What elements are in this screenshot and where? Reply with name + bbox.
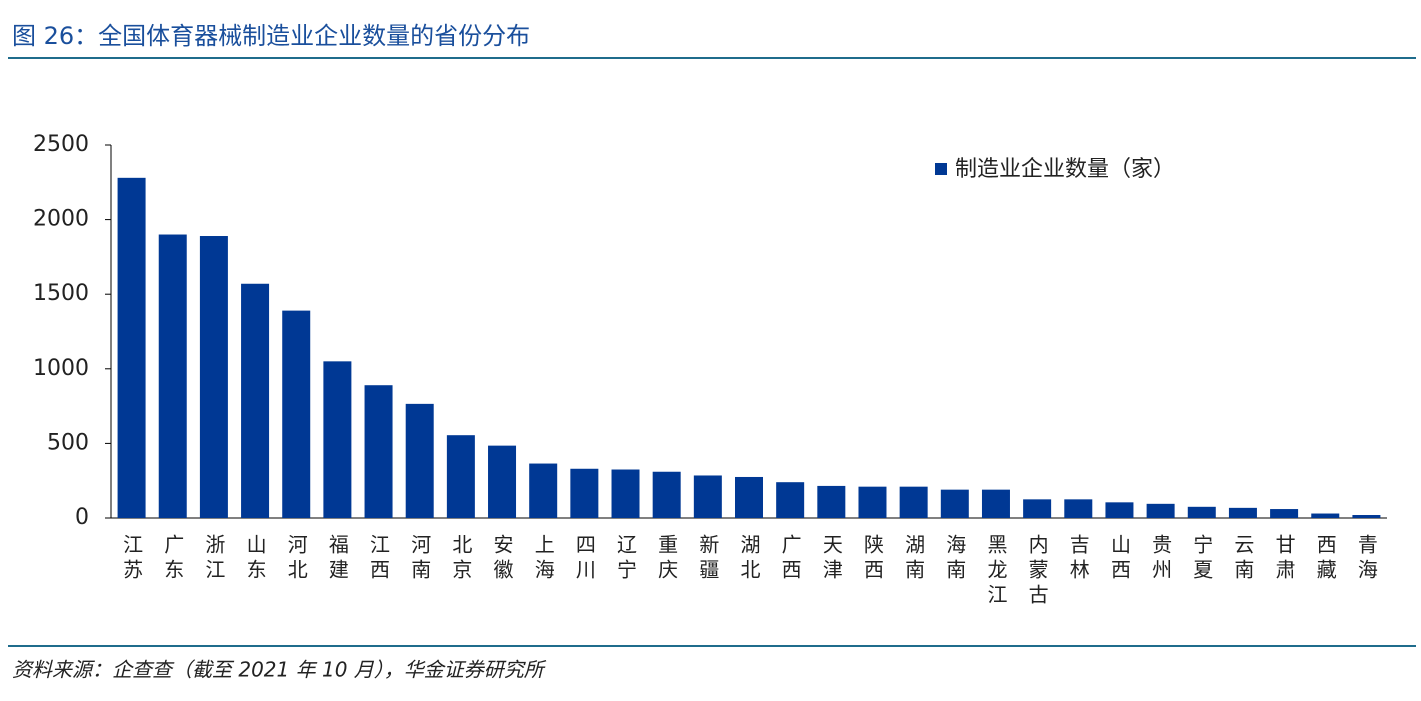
source: 资料来源：企查查（截至 2021 年 10 月），华金证券研究所: [12, 658, 547, 682]
x-tick-label: 河南: [408, 534, 432, 584]
bar: [693, 475, 722, 518]
y-tick-label: 2500: [33, 132, 89, 157]
bar: [199, 236, 228, 518]
x-tick-label: 重庆: [655, 534, 679, 584]
bar: [1352, 515, 1381, 518]
x-tick-label: 山西: [1107, 534, 1131, 584]
bar: [282, 310, 311, 518]
bar: [817, 485, 846, 518]
y-tick-label: 0: [75, 505, 89, 530]
x-tick-label: 辽宁: [614, 534, 638, 584]
bar: [446, 435, 475, 518]
x-tick-label: 浙江: [202, 534, 226, 584]
bar: [858, 486, 887, 518]
bar: [981, 489, 1010, 518]
x-tick-label: 甘肃: [1272, 534, 1296, 584]
x-tick-label: 云南: [1231, 534, 1255, 584]
legend-swatch: [935, 163, 947, 175]
bar: [529, 463, 558, 518]
x-tick-label: 上海: [531, 534, 555, 584]
x-tick-label: 广西: [778, 534, 802, 584]
bar: [570, 468, 599, 518]
chart-title: 图 26：全国体育器械制造业企业数量的省份分布: [12, 22, 530, 50]
x-tick-label: 福建: [325, 534, 349, 584]
x-tick-label: 河北: [284, 534, 308, 584]
bar: [1228, 507, 1257, 518]
bar: [117, 177, 146, 518]
bar: [899, 486, 928, 518]
x-tick-label: 西藏: [1313, 534, 1337, 584]
bar: [1064, 499, 1093, 518]
x-tick-label: 青海: [1354, 534, 1378, 584]
bar: [611, 469, 640, 518]
bar: [158, 234, 187, 518]
x-tick-label: 新疆: [696, 534, 720, 584]
x-tick-label: 天津: [819, 534, 843, 584]
x-tick-label: 山东: [243, 534, 267, 584]
bar: [1105, 502, 1134, 518]
bar: [940, 489, 969, 518]
x-tick-label: 江苏: [120, 534, 144, 584]
x-tick-label: 安徽: [490, 534, 514, 584]
x-tick-label: 海南: [943, 534, 967, 584]
x-tick-label: 内蒙古: [1025, 534, 1049, 609]
y-tick-label: 1500: [33, 281, 89, 306]
x-tick-label: 宁夏: [1190, 534, 1214, 584]
legend-label: 制造业企业数量（家）: [955, 157, 1175, 182]
bar: [1187, 506, 1216, 518]
x-tick-label: 黑龙江: [984, 534, 1008, 609]
bar: [735, 476, 763, 518]
bar: [364, 385, 393, 518]
bar: [1270, 509, 1299, 518]
bar: [488, 445, 517, 518]
x-tick-label: 湖北: [737, 534, 761, 584]
bar: [241, 283, 270, 518]
x-tick-label: 吉林: [1066, 534, 1090, 584]
y-tick-label: 2000: [33, 207, 89, 232]
x-tick-label: 陕西: [860, 534, 884, 584]
x-tick-label: 贵州: [1149, 534, 1173, 584]
bar: [1311, 513, 1340, 518]
bar: [776, 482, 805, 518]
bar: [405, 403, 434, 518]
bar: [652, 471, 681, 518]
y-tick-label: 500: [47, 430, 89, 455]
bar: [1023, 499, 1052, 518]
x-tick-label: 江西: [367, 534, 391, 584]
x-tick-label: 四川: [572, 534, 596, 584]
x-tick-label: 北京: [449, 534, 473, 584]
bar: [323, 361, 352, 518]
bar: [1146, 503, 1175, 518]
x-tick-label: 广东: [161, 534, 185, 584]
y-tick-label: 1000: [33, 356, 89, 381]
x-tick-label: 湖南: [902, 534, 926, 584]
